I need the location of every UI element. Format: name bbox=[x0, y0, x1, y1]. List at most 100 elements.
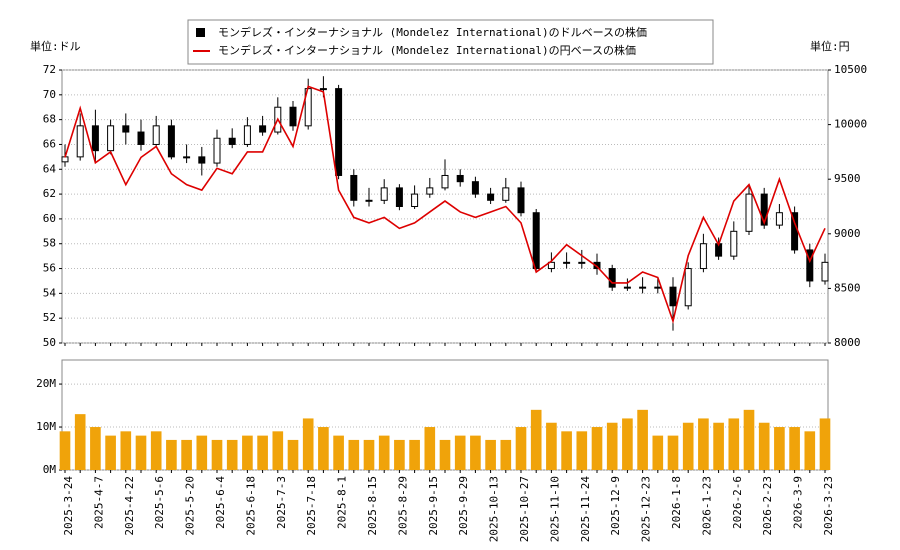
candle-body bbox=[806, 249, 814, 282]
x-tick-label: 2025-4-7 bbox=[92, 476, 105, 529]
candle-body bbox=[76, 125, 84, 158]
volume-bar bbox=[667, 435, 679, 470]
legend-swatch bbox=[196, 28, 205, 37]
volume-bar bbox=[774, 427, 785, 470]
volume-bar bbox=[120, 431, 132, 470]
x-tick-label: 2025-8-29 bbox=[396, 476, 409, 536]
y-tick-label: 66 bbox=[43, 137, 56, 150]
x-tick-label: 2025-8-1 bbox=[336, 476, 349, 529]
candle-body bbox=[319, 88, 327, 91]
candle-body bbox=[502, 187, 510, 201]
candle-body bbox=[243, 125, 251, 145]
volume-bar bbox=[90, 427, 101, 470]
x-tick-label: 2025-9-29 bbox=[457, 476, 470, 536]
y-tick-label: 70 bbox=[43, 88, 56, 101]
y2-tick-label: 8000 bbox=[834, 336, 861, 349]
candle-body bbox=[608, 268, 616, 288]
candle-body bbox=[730, 230, 738, 257]
volume-bar bbox=[272, 431, 284, 470]
x-tick-label: 2025-7-3 bbox=[275, 476, 288, 529]
candle-body bbox=[699, 243, 707, 270]
volume-bar bbox=[652, 435, 664, 470]
candle-body bbox=[411, 193, 419, 208]
candle-body bbox=[441, 174, 449, 189]
candle-body bbox=[517, 187, 525, 214]
y-tick-label: 60 bbox=[43, 212, 56, 225]
volume-bar bbox=[318, 427, 329, 470]
candle-body bbox=[183, 156, 191, 159]
candle-body bbox=[456, 174, 464, 183]
volume-bar bbox=[561, 431, 572, 470]
volume-bar bbox=[257, 435, 268, 470]
candle-body bbox=[669, 286, 677, 307]
x-tick-label: 2025-3-24 bbox=[62, 476, 75, 536]
x-tick-label: 2025-12-23 bbox=[640, 476, 653, 542]
candle-body bbox=[365, 199, 373, 202]
volume-bar bbox=[728, 418, 740, 470]
candle-body bbox=[137, 131, 145, 145]
x-tick-label: 2025-10-13 bbox=[488, 476, 501, 542]
volume-bar bbox=[226, 439, 238, 470]
x-tick-label: 2025-11-24 bbox=[579, 476, 592, 543]
x-tick-label: 2026-3-23 bbox=[822, 476, 835, 536]
volume-bar bbox=[424, 427, 436, 470]
candle-body bbox=[639, 286, 647, 289]
candle-body bbox=[107, 125, 115, 152]
x-tick-label: 2025-9-15 bbox=[427, 476, 440, 536]
volume-bar bbox=[333, 435, 344, 470]
volume-bar bbox=[454, 435, 466, 470]
y-tick-label: 50 bbox=[43, 336, 56, 349]
volume-bar bbox=[287, 439, 299, 470]
x-tick-label: 2025-12-9 bbox=[609, 476, 622, 536]
candle-body bbox=[532, 212, 540, 270]
volume-bar bbox=[181, 439, 192, 470]
volume-bar bbox=[242, 435, 253, 470]
y-tick-label: 20M bbox=[36, 377, 56, 390]
candle-body bbox=[213, 137, 221, 164]
y-unit-label: 単位:ドル bbox=[30, 39, 81, 53]
x-tick-label: 2026-1-23 bbox=[700, 476, 713, 536]
x-tick-label: 2025-11-10 bbox=[548, 476, 561, 542]
volume-bar bbox=[59, 431, 71, 470]
volume-bar bbox=[409, 439, 420, 470]
x-tick-label: 2026-2-23 bbox=[761, 476, 774, 536]
candle-body bbox=[471, 181, 479, 195]
candle-body bbox=[61, 156, 69, 163]
candle-body bbox=[350, 174, 358, 201]
y-tick-label: 56 bbox=[43, 262, 56, 275]
volume-bar bbox=[485, 439, 496, 470]
x-tick-label: 2025-7-18 bbox=[305, 476, 318, 536]
volume-bar bbox=[804, 431, 816, 470]
x-tick-label: 2025-6-18 bbox=[244, 476, 257, 536]
y-tick-label: 68 bbox=[43, 113, 56, 126]
candle-body bbox=[91, 125, 99, 152]
x-tick-label: 2025-5-20 bbox=[184, 476, 197, 536]
volume-bar bbox=[758, 422, 770, 470]
volume-bar bbox=[500, 439, 512, 470]
volume-bar bbox=[515, 427, 527, 470]
candle-body bbox=[289, 106, 297, 127]
candle-body bbox=[654, 286, 662, 289]
candle-body bbox=[426, 187, 434, 195]
candle-body bbox=[563, 261, 571, 264]
price-frame bbox=[61, 69, 829, 344]
y-tick-label: 52 bbox=[43, 311, 56, 324]
volume-bar bbox=[166, 439, 177, 470]
volume-bar bbox=[713, 422, 724, 470]
y2-tick-label: 9500 bbox=[834, 172, 861, 185]
candle-body bbox=[395, 187, 403, 208]
volume-bar bbox=[622, 418, 633, 470]
x-tick-label: 2025-5-6 bbox=[153, 476, 166, 529]
volume-bar bbox=[211, 439, 223, 470]
y2-tick-label: 9000 bbox=[834, 227, 861, 240]
candle-body bbox=[578, 261, 586, 264]
y2-unit-label: 単位:円 bbox=[810, 39, 850, 53]
volume-bar bbox=[743, 409, 755, 470]
candle-body bbox=[380, 187, 388, 201]
volume-bar bbox=[135, 435, 147, 470]
volume-bar bbox=[363, 439, 375, 470]
volume-bar bbox=[576, 431, 588, 470]
x-tick-label: 2026-2-6 bbox=[731, 476, 744, 529]
candle-body bbox=[228, 137, 236, 145]
volume-bar bbox=[546, 422, 557, 470]
